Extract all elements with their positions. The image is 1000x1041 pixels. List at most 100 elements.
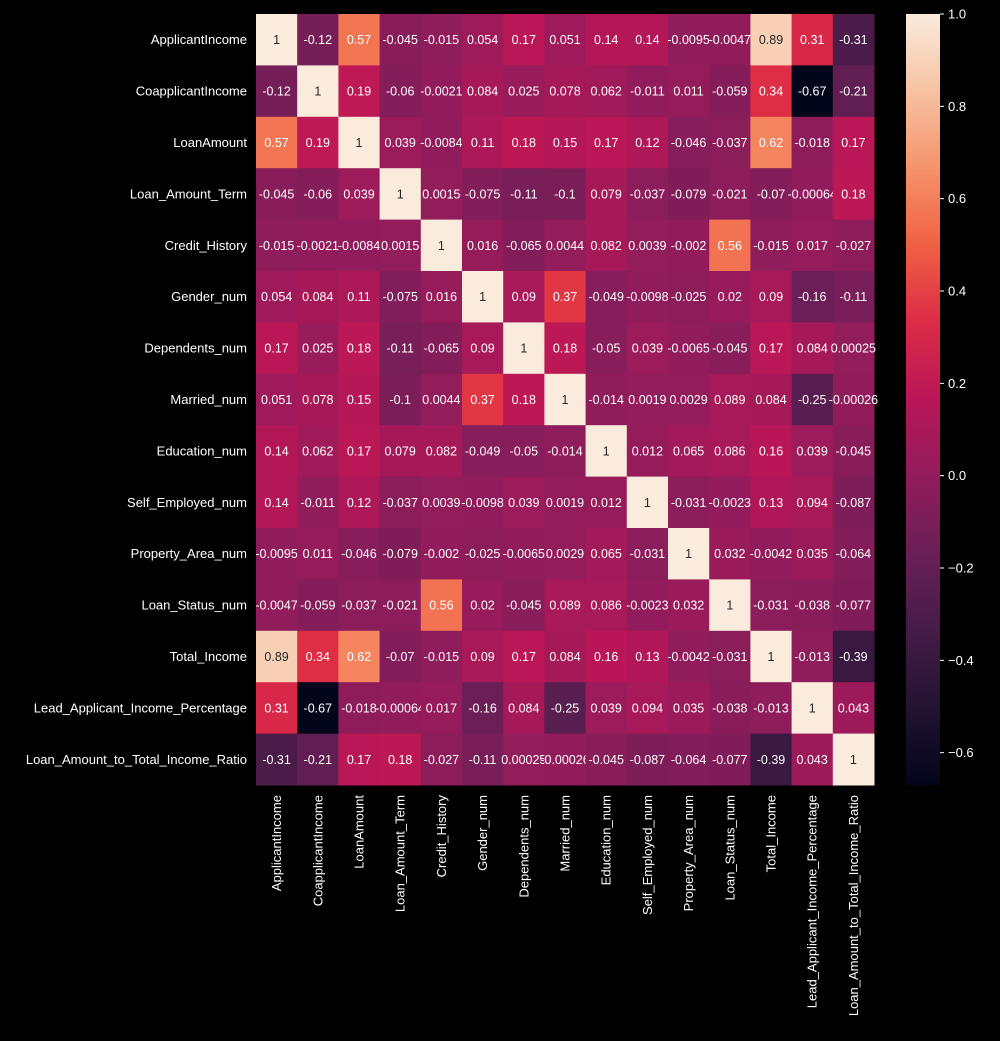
heatmap-cell	[338, 271, 381, 323]
heatmap-cell	[750, 373, 793, 426]
heatmap-cell	[503, 271, 545, 323]
heatmap-cell	[420, 271, 463, 323]
cell-annotation: -0.025	[671, 290, 706, 304]
y-tick-label: Total_Income	[170, 649, 247, 664]
heatmap-cell	[462, 271, 504, 323]
heatmap-cell	[420, 373, 463, 426]
heatmap-cell	[297, 630, 339, 683]
heatmap-cell	[379, 425, 422, 478]
heatmap-cell	[668, 14, 710, 66]
cell-annotation: 1	[850, 753, 857, 767]
y-tick-label: Self_Employed_num	[127, 495, 247, 510]
heatmap-cell	[585, 116, 628, 169]
colorbar-tick-label: −0.6	[948, 745, 974, 760]
heatmap-cell	[297, 373, 339, 426]
heatmap-cell	[503, 476, 545, 529]
cell-annotation: -0.67	[304, 701, 333, 715]
heatmap-cell	[668, 116, 710, 169]
cell-annotation: 0.084	[302, 290, 333, 304]
heatmap-cell	[544, 116, 587, 169]
cell-annotation: 0.16	[759, 444, 783, 458]
heatmap-cell	[750, 65, 793, 118]
heatmap-cell	[256, 168, 298, 221]
heatmap-cell	[626, 116, 669, 169]
cell-annotation: 0.02	[718, 290, 742, 304]
cell-annotation: -0.079	[382, 547, 417, 561]
cell-annotation: 0.084	[549, 650, 580, 664]
cell-annotation: 0.078	[302, 393, 333, 407]
cell-annotation: 0.16	[594, 650, 618, 664]
heatmap-cell	[544, 630, 587, 683]
cell-annotation: 0.09	[759, 290, 783, 304]
cell-annotation: 0.043	[797, 753, 828, 767]
cell-annotation: -0.12	[262, 85, 291, 99]
heatmap-cell	[338, 630, 381, 683]
cell-annotation: 0.039	[343, 187, 374, 201]
heatmap-cell	[626, 271, 669, 323]
x-tick-label: CoapplicantIncome	[310, 795, 325, 906]
heatmap-cell	[462, 630, 504, 683]
heatmap-cell	[338, 219, 381, 272]
cell-annotation: 0.0029	[546, 547, 584, 561]
heatmap-cell	[585, 579, 628, 632]
heatmap-cell	[256, 271, 298, 323]
heatmap-cell	[297, 322, 339, 375]
heatmap-cell	[297, 682, 339, 735]
cell-annotation: 0.0015	[422, 187, 460, 201]
heatmap-cell	[379, 219, 422, 272]
cell-annotation: 0.12	[635, 136, 659, 150]
cell-annotation: 0.089	[714, 393, 745, 407]
heatmap-cell	[379, 733, 422, 786]
cell-annotation: 1	[520, 342, 527, 356]
heatmap-cell	[256, 476, 298, 529]
heatmap-cell	[379, 116, 422, 169]
cell-annotation: 1	[603, 444, 610, 458]
cell-annotation: 0.039	[797, 444, 828, 458]
cell-annotation: 0.054	[261, 290, 292, 304]
heatmap-cell	[626, 476, 669, 529]
heatmap-cell	[626, 579, 669, 632]
heatmap-cell	[338, 65, 381, 118]
heatmap-cell	[750, 219, 793, 272]
heatmap-cell	[791, 219, 834, 272]
heatmap-cell	[462, 14, 504, 66]
heatmap-cell	[791, 476, 834, 529]
heatmap-cell	[256, 14, 298, 66]
cell-annotation: 0.57	[264, 136, 288, 150]
heatmap-cell	[462, 116, 504, 169]
cell-annotation: -0.05	[592, 342, 621, 356]
cell-annotation: -0.077	[836, 599, 871, 613]
heatmap-cell	[338, 528, 381, 580]
heatmap-cell	[297, 219, 339, 272]
colorbar-tick-label: −0.4	[948, 653, 974, 668]
heatmap-cell	[709, 322, 751, 375]
heatmap-cell	[791, 168, 834, 221]
heatmap-cell	[791, 425, 834, 478]
heatmap-cell	[256, 682, 298, 735]
cell-annotation: -0.0095	[255, 547, 297, 561]
x-tick-label: Loan_Amount_to_Total_Income_Ratio	[846, 795, 861, 1016]
cell-annotation: -0.046	[341, 547, 376, 561]
heatmap-cell	[668, 733, 710, 786]
cell-annotation: 0.17	[512, 33, 536, 47]
heatmap-cell	[544, 65, 587, 118]
heatmap-cell	[585, 630, 628, 683]
cell-annotation: 0.084	[755, 393, 786, 407]
heatmap-cell	[256, 116, 298, 169]
heatmap-cell	[462, 476, 504, 529]
heatmap-cell	[668, 373, 710, 426]
heatmap-cell	[297, 65, 339, 118]
heatmap-cell	[832, 14, 875, 66]
heatmap-cell	[338, 682, 381, 735]
heatmap-cell	[420, 733, 463, 786]
heatmap-cell	[668, 476, 710, 529]
heatmap-cell	[462, 168, 504, 221]
heatmap-cell	[544, 425, 587, 478]
cell-annotation: -0.087	[836, 496, 871, 510]
cell-annotation: -0.00026	[829, 393, 878, 407]
cell-annotation: -0.12	[304, 33, 333, 47]
cell-annotation: 0.00025	[831, 342, 876, 356]
cell-annotation: -0.087	[630, 753, 665, 767]
heatmap-cell	[585, 271, 628, 323]
heatmap-cell	[420, 116, 463, 169]
